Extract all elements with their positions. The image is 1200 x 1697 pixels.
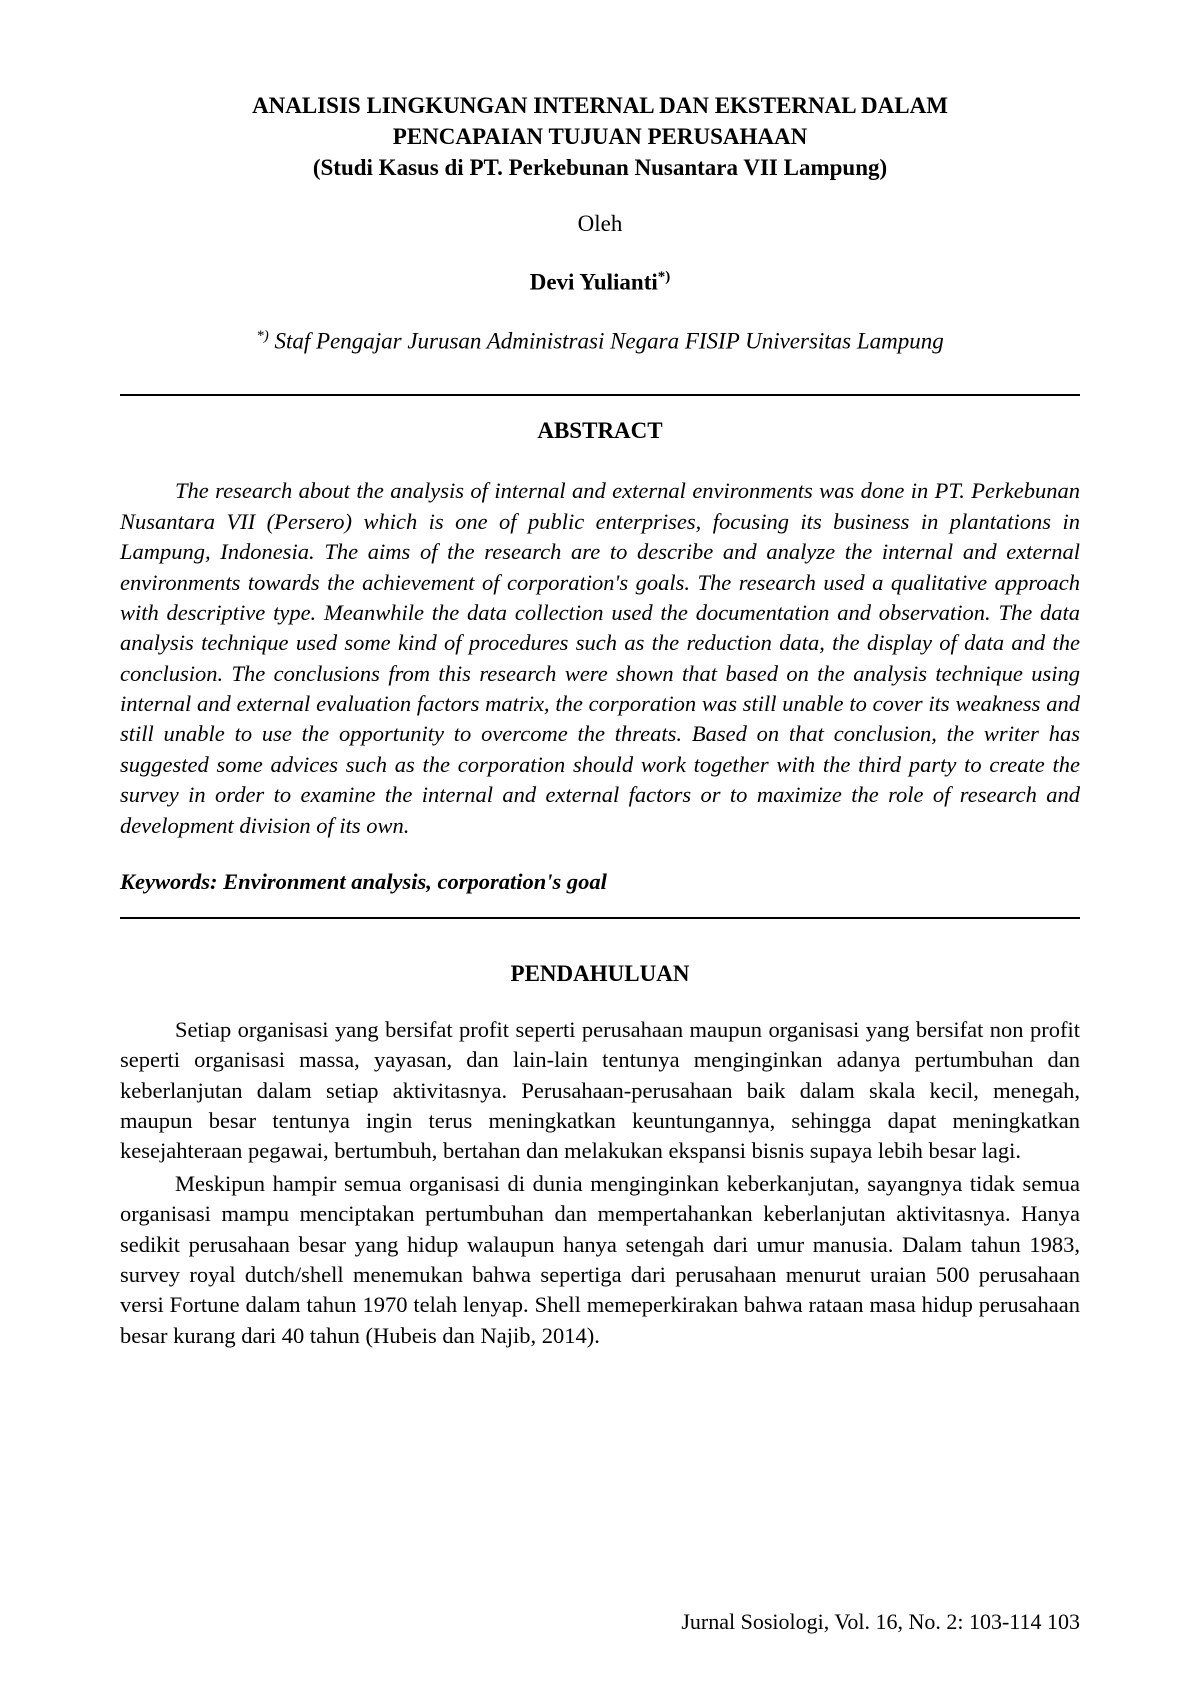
title-line-2: PENCAPAIAN TUJUAN PERUSAHAAN <box>393 124 807 149</box>
affiliation-superscript: *) <box>256 328 269 344</box>
author-name: Devi Yulianti*) <box>120 269 1080 296</box>
paragraph-2: Meskipun hampir semua organisasi di duni… <box>120 1169 1080 1351</box>
page-footer: Jurnal Sosiologi, Vol. 16, No. 2: 103-11… <box>681 1609 1080 1635</box>
abstract-heading: ABSTRACT <box>120 418 1080 444</box>
divider-bottom <box>120 917 1080 919</box>
paragraph-1: Setiap organisasi yang bersifat profit s… <box>120 1015 1080 1167</box>
divider-top <box>120 394 1080 396</box>
keywords: Keywords: Environment analysis, corporat… <box>120 869 1080 895</box>
byline-label: Oleh <box>120 211 1080 237</box>
author-name-text: Devi Yulianti <box>530 270 658 295</box>
author-superscript: *) <box>658 269 671 285</box>
affiliation-text: Staf Pengajar Jurusan Administrasi Negar… <box>269 328 944 353</box>
paper-title: ANALISIS LINGKUNGAN INTERNAL DAN EKSTERN… <box>120 90 1080 183</box>
author-affiliation: *) Staf Pengajar Jurusan Administrasi Ne… <box>120 328 1080 355</box>
title-line-3: (Studi Kasus di PT. Perkebunan Nusantara… <box>313 155 887 180</box>
abstract-body: The research about the analysis of inter… <box>120 476 1080 841</box>
title-line-1: ANALISIS LINGKUNGAN INTERNAL DAN EKSTERN… <box>252 93 948 118</box>
section-heading-pendahuluan: PENDAHULUAN <box>120 961 1080 987</box>
